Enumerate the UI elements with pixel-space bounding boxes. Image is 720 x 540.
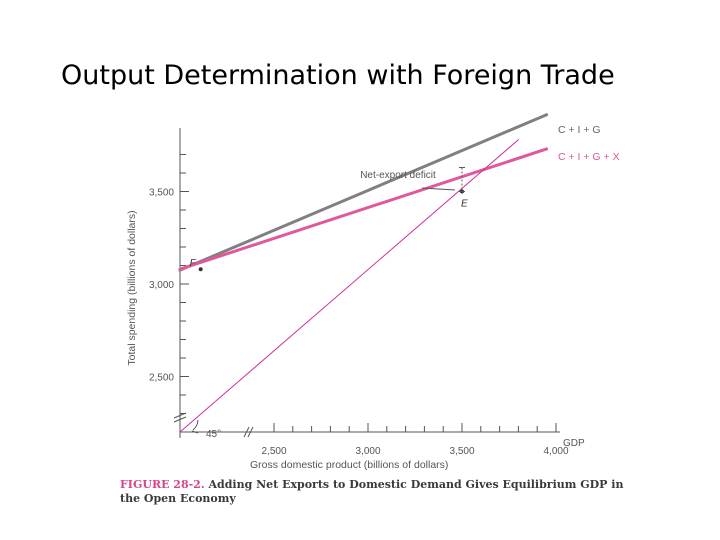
x-tick-label: 3,500: [449, 446, 474, 457]
series-line: [179, 139, 519, 433]
angle-label: 45°: [206, 429, 221, 440]
slide-title: Output Determination with Foreign Trade: [61, 60, 615, 91]
y-tick-label: 2,500: [149, 373, 174, 384]
point-f: [198, 267, 203, 272]
series-label: C + I + G: [558, 124, 601, 136]
series-line: [178, 113, 549, 272]
angle-arc: [192, 419, 199, 431]
x-tick-label: 3,000: [355, 446, 380, 457]
x-axis-end-label: GDP: [563, 438, 585, 449]
y-axis-label: Total spending (billions of dollars): [126, 210, 138, 365]
series-line: [178, 147, 549, 271]
y-tick-label: 3,500: [149, 188, 174, 199]
figure-caption: FIGURE 28-2. Adding Net Exports to Domes…: [120, 478, 640, 506]
x-axis-break-mark: [243, 426, 250, 438]
figure-caption-text: Adding Net Exports to Domestic Demand Gi…: [120, 478, 624, 505]
figure-number: FIGURE 28-2.: [120, 478, 205, 491]
y-axis-break-mark: [173, 416, 187, 423]
angle-pointer: [191, 430, 199, 434]
point-f-label: F: [190, 258, 197, 269]
x-tick-label: 2,500: [261, 446, 286, 457]
x-axis-break-mark: [247, 426, 254, 438]
x-tick-label: 4,000: [543, 446, 568, 457]
x-axis-label: Gross domestic product (billions of doll…: [250, 459, 448, 471]
y-tick-label: 3,000: [149, 280, 174, 291]
net-export-deficit-leader: [421, 187, 456, 191]
net-export-deficit-label: Net-export deficit: [360, 170, 436, 181]
point-e-label: E: [461, 199, 468, 210]
series-label: C + I + G + X: [558, 151, 620, 163]
